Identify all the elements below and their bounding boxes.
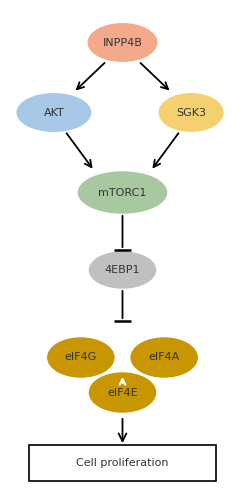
Text: INPP4B: INPP4B	[103, 38, 142, 48]
Text: eIF4A: eIF4A	[148, 352, 180, 362]
Ellipse shape	[78, 172, 167, 213]
Ellipse shape	[48, 338, 114, 377]
Ellipse shape	[17, 94, 91, 131]
Text: Cell proliferation: Cell proliferation	[76, 458, 169, 468]
Ellipse shape	[89, 252, 156, 288]
Text: 4EBP1: 4EBP1	[105, 265, 140, 275]
Ellipse shape	[159, 94, 223, 131]
Ellipse shape	[89, 373, 156, 412]
Text: eIF4G: eIF4G	[65, 352, 97, 362]
Ellipse shape	[131, 338, 197, 377]
FancyBboxPatch shape	[29, 445, 216, 481]
Text: AKT: AKT	[44, 108, 64, 118]
Text: mTORC1: mTORC1	[98, 188, 147, 198]
Ellipse shape	[88, 24, 157, 61]
Text: SGK3: SGK3	[176, 108, 206, 118]
Text: eIF4E: eIF4E	[107, 388, 138, 398]
